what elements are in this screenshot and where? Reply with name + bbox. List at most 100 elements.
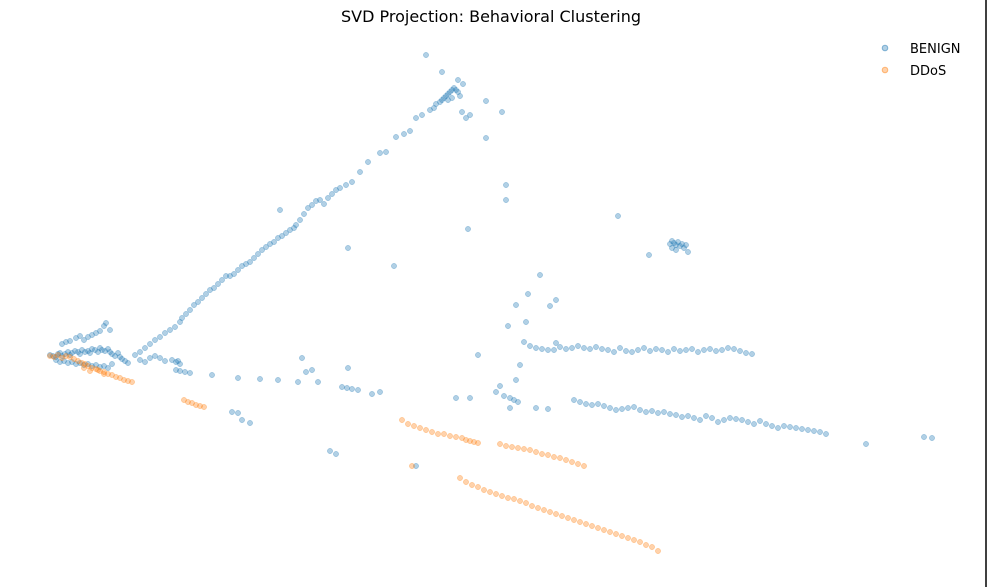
benign-point-21 [99, 347, 105, 353]
benign-point-197 [501, 393, 507, 399]
benign-point-263 [625, 405, 631, 411]
benign-point-141 [467, 112, 473, 118]
ddos-point-96 [655, 548, 661, 554]
ddos-point-69 [493, 491, 499, 497]
ddos-point-89 [613, 531, 619, 537]
ddos-point-37 [429, 429, 435, 435]
ddos-point-94 [643, 542, 649, 548]
benign-point-153 [157, 355, 163, 361]
benign-point-299 [929, 435, 935, 441]
benign-point-87 [247, 259, 253, 265]
benign-point-209 [553, 297, 559, 303]
benign-point-239 [665, 349, 671, 355]
ddos-point-38 [435, 431, 441, 437]
benign-point-165 [257, 376, 263, 382]
benign-point-149 [137, 357, 143, 363]
benign-point-157 [177, 361, 183, 367]
benign-point-122 [419, 112, 425, 118]
ddos-point-22 [81, 365, 87, 371]
benign-point-221 [557, 344, 563, 350]
benign-point-251 [737, 348, 743, 354]
ddos-point-41 [453, 434, 459, 440]
benign-point-17 [89, 346, 95, 352]
benign-point-93 [271, 239, 277, 245]
benign-point-291 [793, 425, 799, 431]
ddos-point-50 [509, 444, 515, 450]
benign-point-271 [673, 412, 679, 418]
ddos-point-90 [619, 533, 625, 539]
benign-point-261 [613, 407, 619, 413]
benign-point-163 [209, 372, 215, 378]
benign-point-309 [685, 249, 691, 255]
benign-point-275 [697, 417, 703, 423]
legend-label-benign: BENIGN [910, 42, 961, 57]
ddos-point-82 [571, 517, 577, 523]
benign-point-244 [695, 349, 701, 355]
ddos-point-56 [545, 452, 551, 458]
benign-point-169 [303, 369, 309, 375]
benign-point-213 [523, 319, 529, 325]
benign-point-140 [463, 115, 469, 121]
benign-point-267 [649, 408, 655, 414]
benign-point-63 [147, 341, 153, 347]
ddos-point-64 [463, 479, 469, 485]
benign-point-217 [533, 345, 539, 351]
ddos-point-93 [637, 539, 643, 545]
ddos-point-78 [547, 509, 553, 515]
benign-point-260 [607, 405, 613, 411]
benign-point-288 [775, 425, 781, 431]
ddos-point-54 [533, 449, 539, 455]
benign-point-219 [545, 347, 551, 353]
series-ddos [47, 352, 661, 554]
benign-point-146 [483, 98, 489, 104]
ddos-point-31 [201, 404, 207, 410]
benign-point-109 [329, 191, 335, 197]
benign-point-102 [277, 207, 283, 213]
benign-point-79 [215, 281, 221, 287]
benign-point-214 [553, 340, 559, 346]
benign-point-297 [863, 441, 869, 447]
ddos-point-67 [481, 487, 487, 493]
ddos-point-88 [607, 529, 613, 535]
benign-point-18 [92, 347, 98, 353]
ddos-point-68 [487, 489, 493, 495]
benign-point-211 [513, 302, 519, 308]
ddos-point-65 [469, 482, 475, 488]
benign-point-160 [182, 369, 188, 375]
benign-point-115 [365, 159, 371, 165]
benign-point-88 [251, 255, 257, 261]
benign-point-151 [147, 355, 153, 361]
benign-point-121 [413, 115, 419, 121]
benign-point-277 [709, 415, 715, 421]
benign-point-43 [103, 320, 109, 326]
benign-point-268 [655, 410, 661, 416]
ddos-point-57 [551, 454, 557, 460]
benign-point-182 [247, 420, 253, 426]
benign-point-23 [105, 346, 111, 352]
benign-point-78 [211, 285, 217, 291]
benign-point-234 [635, 347, 641, 353]
benign-point-204 [453, 395, 459, 401]
benign-point-148 [483, 135, 489, 141]
benign-point-273 [685, 413, 691, 419]
benign-point-272 [679, 414, 685, 420]
benign-point-236 [647, 348, 653, 354]
benign-point-108 [325, 195, 331, 201]
ddos-point-66 [475, 484, 481, 490]
benign-point-101 [301, 211, 307, 217]
benign-point-249 [725, 345, 731, 351]
benign-point-230 [611, 349, 617, 355]
benign-point-172 [345, 365, 351, 371]
benign-point-181 [239, 417, 245, 423]
benign-point-285 [757, 418, 763, 424]
benign-point-262 [619, 406, 625, 412]
benign-point-67 [167, 327, 173, 333]
benign-point-117 [383, 149, 389, 155]
ddos-point-95 [649, 544, 655, 550]
benign-point-212 [505, 323, 511, 329]
benign-point-60 [132, 352, 138, 358]
benign-point-31 [125, 360, 131, 366]
benign-point-237 [653, 346, 659, 352]
ddos-point-32 [399, 417, 405, 423]
